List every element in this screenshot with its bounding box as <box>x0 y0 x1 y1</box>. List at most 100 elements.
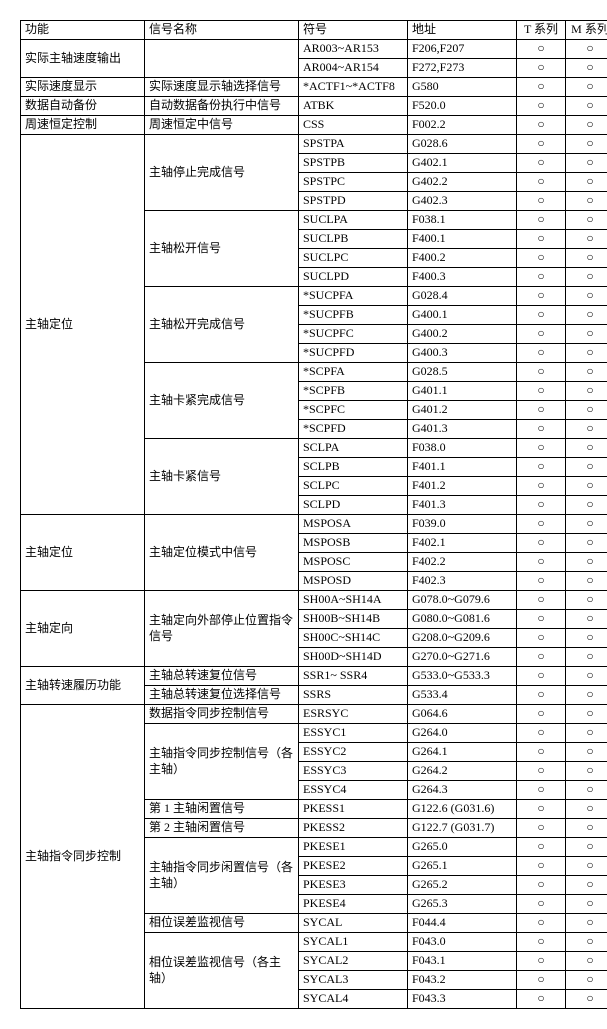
cell-addr: F400.3 <box>408 268 517 287</box>
cell-m: ○ <box>566 287 607 306</box>
cell-t: ○ <box>517 933 566 952</box>
cell-sig: 周速恒定中信号 <box>145 116 299 135</box>
cell-m: ○ <box>566 876 607 895</box>
cell-t: ○ <box>517 344 566 363</box>
cell-addr: G028.6 <box>408 135 517 154</box>
cell-addr: G401.2 <box>408 401 517 420</box>
cell-sig: 第 2 主轴闲置信号 <box>145 819 299 838</box>
cell-sym: PKESE2 <box>299 857 408 876</box>
cell-t: ○ <box>517 952 566 971</box>
cell-m: ○ <box>566 724 607 743</box>
cell-t: ○ <box>517 819 566 838</box>
cell-t: ○ <box>517 97 566 116</box>
cell-t: ○ <box>517 439 566 458</box>
table-row: 实际速度显示实际速度显示轴选择信号*ACTF1~*ACTF8G580○○ <box>21 78 607 97</box>
cell-addr: G264.3 <box>408 781 517 800</box>
cell-t: ○ <box>517 496 566 515</box>
cell-sym: SCLPB <box>299 458 408 477</box>
cell-t: ○ <box>517 401 566 420</box>
cell-addr: G080.0~G081.6 <box>408 610 517 629</box>
cell-t: ○ <box>517 211 566 230</box>
cell-t: ○ <box>517 382 566 401</box>
cell-addr: G401.3 <box>408 420 517 439</box>
cell-t: ○ <box>517 515 566 534</box>
cell-sym: AR004~AR154 <box>299 59 408 78</box>
cell-m: ○ <box>566 135 607 154</box>
cell-sig: 主轴卡紧信号 <box>145 439 299 515</box>
cell-sig: 主轴定位模式中信号 <box>145 515 299 591</box>
cell-m: ○ <box>566 173 607 192</box>
cell-m: ○ <box>566 97 607 116</box>
cell-sym: AR003~AR153 <box>299 40 408 59</box>
cell-t: ○ <box>517 705 566 724</box>
cell-sym: SYCAL3 <box>299 971 408 990</box>
cell-addr: F520.0 <box>408 97 517 116</box>
cell-addr: G265.2 <box>408 876 517 895</box>
table-row: 实际主轴速度输出AR003~AR153F206,F207○○ <box>21 40 607 59</box>
cell-sym: SCLPA <box>299 439 408 458</box>
cell-m: ○ <box>566 610 607 629</box>
cell-sym: MSPOSD <box>299 572 408 591</box>
cell-addr: G208.0~G209.6 <box>408 629 517 648</box>
h-func: 功能 <box>21 21 145 40</box>
cell-addr: F043.1 <box>408 952 517 971</box>
cell-sig: 主轴总转速复位信号 <box>145 667 299 686</box>
cell-t: ○ <box>517 458 566 477</box>
cell-sym: PKESE4 <box>299 895 408 914</box>
h-sym: 符号 <box>299 21 408 40</box>
cell-sym: SH00D~SH14D <box>299 648 408 667</box>
cell-m: ○ <box>566 857 607 876</box>
cell-m: ○ <box>566 515 607 534</box>
cell-sig: 相位误差监视信号（各主轴） <box>145 933 299 1009</box>
cell-sym: ESSYC2 <box>299 743 408 762</box>
cell-sym: ESSYC4 <box>299 781 408 800</box>
cell-addr: F272,F273 <box>408 59 517 78</box>
cell-t: ○ <box>517 990 566 1009</box>
cell-sig: 相位误差监视信号 <box>145 914 299 933</box>
cell-addr: F402.3 <box>408 572 517 591</box>
cell-m: ○ <box>566 933 607 952</box>
cell-sym: *SUCPFC <box>299 325 408 344</box>
cell-addr: F044.4 <box>408 914 517 933</box>
cell-t: ○ <box>517 40 566 59</box>
cell-m: ○ <box>566 230 607 249</box>
cell-sig: 主轴松开完成信号 <box>145 287 299 363</box>
cell-addr: F043.3 <box>408 990 517 1009</box>
cell-sym: CSS <box>299 116 408 135</box>
cell-sym: ESRSYC <box>299 705 408 724</box>
cell-t: ○ <box>517 762 566 781</box>
cell-sym: *SUCPFD <box>299 344 408 363</box>
cell-m: ○ <box>566 344 607 363</box>
cell-addr: G400.1 <box>408 306 517 325</box>
cell-m: ○ <box>566 363 607 382</box>
cell-sym: *ACTF1~*ACTF8 <box>299 78 408 97</box>
cell-sym: PKESE1 <box>299 838 408 857</box>
cell-sig: 主轴定向外部停止位置指令信号 <box>145 591 299 667</box>
cell-sig: 第 1 主轴闲置信号 <box>145 800 299 819</box>
cell-t: ○ <box>517 591 566 610</box>
cell-m: ○ <box>566 325 607 344</box>
cell-addr: F401.3 <box>408 496 517 515</box>
cell-sig: 主轴松开信号 <box>145 211 299 287</box>
cell-func: 实际主轴速度输出 <box>21 40 145 78</box>
cell-m: ○ <box>566 59 607 78</box>
cell-m: ○ <box>566 534 607 553</box>
cell-m: ○ <box>566 572 607 591</box>
cell-sym: SUCLPC <box>299 249 408 268</box>
cell-addr: G264.2 <box>408 762 517 781</box>
cell-m: ○ <box>566 800 607 819</box>
cell-t: ○ <box>517 667 566 686</box>
cell-t: ○ <box>517 192 566 211</box>
cell-t: ○ <box>517 781 566 800</box>
cell-m: ○ <box>566 952 607 971</box>
cell-m: ○ <box>566 781 607 800</box>
cell-func: 主轴指令同步控制 <box>21 705 145 1009</box>
cell-sym: *SUCPFA <box>299 287 408 306</box>
cell-t: ○ <box>517 895 566 914</box>
cell-sym: SPSTPB <box>299 154 408 173</box>
table-row: 主轴定向主轴定向外部停止位置指令信号SH00A~SH14AG078.0~G079… <box>21 591 607 610</box>
cell-t: ○ <box>517 724 566 743</box>
cell-t: ○ <box>517 857 566 876</box>
cell-m: ○ <box>566 268 607 287</box>
cell-sym: MSPOSA <box>299 515 408 534</box>
